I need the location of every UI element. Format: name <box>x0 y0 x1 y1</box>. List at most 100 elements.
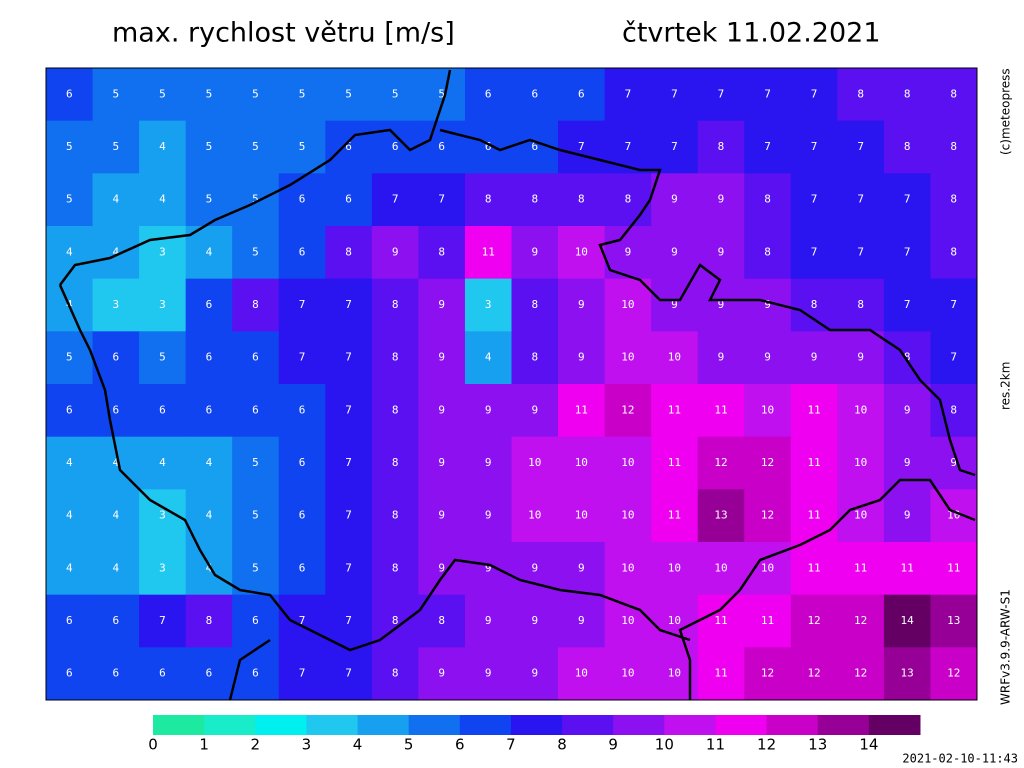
field-cell <box>418 436 466 490</box>
field-value: 7 <box>950 351 957 364</box>
scale-label: 4 <box>353 736 363 754</box>
field-value: 10 <box>621 456 634 469</box>
field-value: 8 <box>206 614 213 627</box>
field-cell <box>697 594 745 648</box>
field-cell <box>558 173 606 227</box>
field-cell <box>46 647 94 701</box>
field-value: 4 <box>206 245 213 258</box>
field-value: 11 <box>807 403 820 416</box>
field-value: 7 <box>857 193 864 206</box>
field-cell <box>232 594 280 648</box>
field-value: 5 <box>345 87 352 100</box>
field-value: 9 <box>625 245 632 258</box>
field-cell <box>883 489 931 543</box>
field-cell <box>464 226 512 280</box>
field-value: 6 <box>578 87 585 100</box>
field-value: 9 <box>438 456 445 469</box>
field-cell <box>558 436 606 490</box>
field-value: 6 <box>113 403 120 416</box>
field-value: 7 <box>159 614 166 627</box>
timestamp: 2021-02-10-11:43 <box>902 752 1018 766</box>
field-cell <box>837 331 885 385</box>
field-cell <box>325 226 373 280</box>
field-cell <box>511 542 559 596</box>
field-value: 7 <box>811 87 818 100</box>
field-value: 7 <box>345 667 352 680</box>
field-value: 8 <box>392 351 399 364</box>
field-cell <box>232 331 280 385</box>
field-cell <box>604 436 652 490</box>
field-cell <box>604 278 652 332</box>
field-cell <box>837 68 885 122</box>
wind-field: 6 5 5 5 5 5 5 5 5 6 6 6 7 7 7 7 7 8 8 8 5 5 4 5 5 5 6 6 6 6 6 7 7 7 8 7 7 7 8 8… <box>46 68 978 701</box>
field-value: 8 <box>857 87 864 100</box>
field-cell <box>278 120 326 174</box>
field-value: 9 <box>904 403 911 416</box>
field-value: 5 <box>252 193 259 206</box>
field-value: 4 <box>113 193 120 206</box>
scale-label: 5 <box>404 736 414 754</box>
field-value: 7 <box>299 351 306 364</box>
field-cell <box>651 594 699 648</box>
field-cell <box>604 594 652 648</box>
field-value: 11 <box>761 614 774 627</box>
field-cell <box>46 384 94 438</box>
field-value: 9 <box>531 614 538 627</box>
field-value: 6 <box>345 140 352 153</box>
field-value: 4 <box>113 561 120 574</box>
field-cell <box>558 542 606 596</box>
field-value: 9 <box>578 298 585 311</box>
field-cell <box>604 68 652 122</box>
field-cell <box>697 489 745 543</box>
field-value: 8 <box>857 298 864 311</box>
field-cell <box>232 542 280 596</box>
field-value: 6 <box>113 351 120 364</box>
scale-swatch <box>306 715 359 735</box>
field-value: 6 <box>438 140 445 153</box>
field-cell <box>46 489 94 543</box>
field-value: 10 <box>528 456 541 469</box>
field-value: 6 <box>159 403 166 416</box>
field-cell <box>185 226 233 280</box>
field-value: 5 <box>159 87 166 100</box>
field-cell <box>185 489 233 543</box>
field-value: 9 <box>531 245 538 258</box>
field-value: 4 <box>206 456 213 469</box>
field-cell <box>883 226 931 280</box>
field-cell <box>232 489 280 543</box>
field-cell <box>651 542 699 596</box>
field-cell <box>371 436 419 490</box>
color-scale: 0 1 2 3 4 5 6 7 8 9 10 11 12 13 14 <box>148 715 921 754</box>
field-value: 8 <box>392 561 399 574</box>
field-value: 9 <box>531 561 538 574</box>
field-value: 5 <box>66 351 73 364</box>
field-cell <box>883 278 931 332</box>
field-value: 10 <box>621 561 634 574</box>
field-cell <box>464 647 512 701</box>
field-value: 7 <box>625 140 632 153</box>
field-value: 9 <box>438 561 445 574</box>
field-value: 9 <box>671 298 678 311</box>
field-value: 10 <box>528 509 541 522</box>
field-cell <box>139 384 187 438</box>
field-cell <box>464 278 512 332</box>
field-value: 7 <box>950 298 957 311</box>
field-value: 6 <box>206 667 213 680</box>
scale-swatch <box>613 715 665 735</box>
field-value: 11 <box>947 561 960 574</box>
field-cell <box>930 173 978 227</box>
field-cell <box>511 647 559 701</box>
field-value: 4 <box>113 456 120 469</box>
field-cell <box>464 436 512 490</box>
field-value: 8 <box>531 193 538 206</box>
field-cell <box>511 594 559 648</box>
field-value: 11 <box>807 561 820 574</box>
field-value: 12 <box>621 403 634 416</box>
field-value: 9 <box>671 193 678 206</box>
field-value: 9 <box>485 456 492 469</box>
field-value: 6 <box>252 403 259 416</box>
field-cell <box>604 384 652 438</box>
field-value: 3 <box>159 298 166 311</box>
field-value: 12 <box>761 456 774 469</box>
